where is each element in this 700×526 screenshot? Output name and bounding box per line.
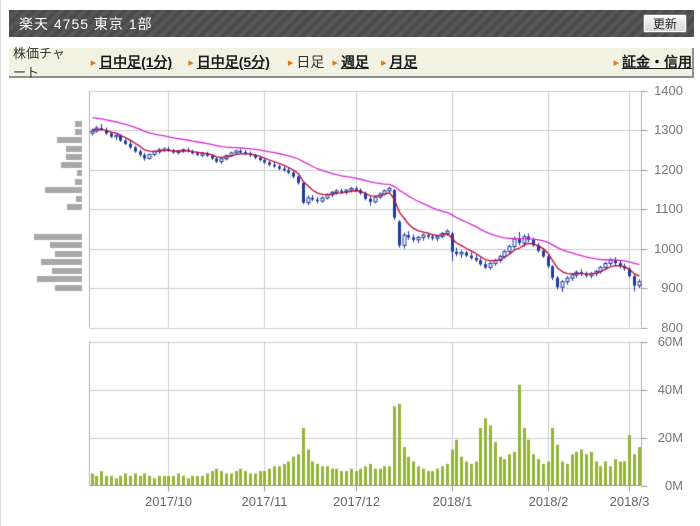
price-axis-label: 1100 xyxy=(655,201,683,216)
price-axis-label: 800 xyxy=(661,319,683,335)
arrow-right-icon: ▸ xyxy=(613,56,619,69)
tab-label: 日足 xyxy=(296,54,325,70)
arrow-right-icon: ▸ xyxy=(380,56,387,69)
volume-axis-label: 20M xyxy=(657,429,683,445)
date-axis-label: 2017/10 xyxy=(145,494,192,509)
tab-label[interactable]: 月足 xyxy=(389,54,418,70)
arrow-right-icon: ▸ xyxy=(188,56,194,69)
date-axis-label: 2018/2 xyxy=(528,494,569,509)
price-volume-chart-canvas xyxy=(1,76,700,526)
chart-type-toolbar: 株価チャート ▸ 日中足(1分) ▸ 日中足(5分) ▸ 日足 ▸ 週足 ▸ 月足 ▸ 証金・信用 xyxy=(9,46,694,80)
tab-container: ▸ 日中足(1分) ▸ 日中足(5分) ▸ 日足 ▸ 週足 ▸ 月足 ▸ 証金・信用 xyxy=(77,52,692,72)
tab-intraday-1min[interactable]: ▸ 日中足(1分) xyxy=(91,52,173,72)
volume-axis-label: 0M xyxy=(664,477,683,493)
tab-label[interactable]: 日中足(1分) xyxy=(99,54,173,70)
price-axis-label: 1300 xyxy=(654,122,683,137)
arrow-right-icon: ▸ xyxy=(90,56,97,69)
tab-weekly[interactable]: ▸ 週足 xyxy=(332,52,369,72)
tab-intraday-5min[interactable]: ▸ 日中足(5分) xyxy=(188,52,270,72)
price-axis-label: 1400 xyxy=(654,82,683,98)
tab-monthly[interactable]: ▸ 月足 xyxy=(381,52,418,72)
price-axis-label: 1000 xyxy=(654,240,683,256)
date-axis-label: 2017/11 xyxy=(241,494,288,509)
page-title: 楽天 4755 東京 1部 xyxy=(19,15,153,32)
tab-daily[interactable]: ▸ 日足 xyxy=(288,52,325,72)
date-axis-label: 2018/1 xyxy=(432,494,473,509)
date-axis-label: 2018/3 xyxy=(609,494,650,509)
title-bar: 楽天 4755 東京 1部 更新 xyxy=(9,10,694,37)
price-axis-label: 900 xyxy=(661,280,683,295)
tab-margin[interactable]: ▸ 証金・信用 xyxy=(613,52,692,72)
tab-label[interactable]: 証金・信用 xyxy=(622,54,692,70)
arrow-right-icon: ▸ xyxy=(287,56,294,69)
volume-axis-label: 60M xyxy=(657,333,683,349)
volume-axis-label: 40M xyxy=(657,381,683,397)
tab-label[interactable]: 週足 xyxy=(340,54,369,70)
date-axis-label: 2017/12 xyxy=(333,494,380,509)
tab-label[interactable]: 日中足(5分) xyxy=(196,54,270,70)
refresh-button[interactable]: 更新 xyxy=(642,14,687,33)
arrow-right-icon: ▸ xyxy=(332,56,338,69)
price-axis-label: 1200 xyxy=(654,161,683,177)
